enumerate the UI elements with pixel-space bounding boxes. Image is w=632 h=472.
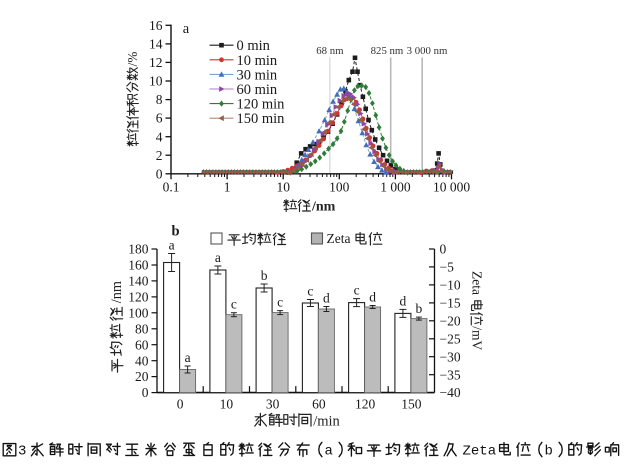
svg-text:a: a <box>325 444 333 460</box>
svg-text:14: 14 <box>149 37 163 52</box>
svg-text:0: 0 <box>177 397 184 412</box>
svg-text:60 min: 60 min <box>237 82 278 98</box>
svg-text:b: b <box>261 268 268 283</box>
svg-text:825 nm: 825 nm <box>371 45 404 57</box>
svg-text:b: b <box>545 444 553 460</box>
svg-text:10: 10 <box>220 397 234 412</box>
svg-text:−30: −30 <box>440 349 461 364</box>
svg-text:120 min: 120 min <box>237 97 286 113</box>
svg-text:a: a <box>183 21 190 37</box>
svg-text:−15: −15 <box>440 296 461 311</box>
svg-text:10 000: 10 000 <box>433 179 470 194</box>
svg-text:−35: −35 <box>440 367 461 382</box>
svg-text:30 min: 30 min <box>237 67 278 83</box>
svg-text:1: 1 <box>224 179 231 194</box>
svg-text:b: b <box>171 224 179 240</box>
svg-text:6: 6 <box>156 111 163 126</box>
svg-text:68 nm: 68 nm <box>316 45 344 57</box>
svg-text:140: 140 <box>128 274 149 289</box>
svg-text:−40: −40 <box>440 385 461 400</box>
svg-text:0: 0 <box>156 166 163 181</box>
svg-text:−25: −25 <box>440 331 461 346</box>
svg-text:Zeta: Zeta <box>463 444 497 460</box>
svg-text:a: a <box>215 250 221 265</box>
svg-text:2: 2 <box>156 148 163 163</box>
svg-text:0: 0 <box>142 385 149 400</box>
svg-text:d: d <box>323 291 330 306</box>
svg-text:−5: −5 <box>440 260 455 275</box>
svg-text:20: 20 <box>135 369 149 384</box>
svg-text:60: 60 <box>312 397 326 412</box>
svg-text:16: 16 <box>149 18 163 33</box>
svg-text:150 min: 150 min <box>237 111 286 127</box>
svg-text:12: 12 <box>149 55 163 70</box>
svg-text:a: a <box>185 350 191 365</box>
svg-text:100: 100 <box>128 305 149 320</box>
svg-text:−20: −20 <box>440 313 461 328</box>
svg-text:100: 100 <box>329 179 350 194</box>
svg-text:180: 180 <box>128 242 149 257</box>
svg-text:10: 10 <box>149 74 163 89</box>
svg-text:0: 0 <box>440 242 447 257</box>
svg-text:/nm: /nm <box>109 281 125 303</box>
svg-text:c: c <box>354 283 360 298</box>
svg-text:3: 3 <box>18 444 26 460</box>
svg-text:120: 120 <box>128 290 149 305</box>
svg-text:60: 60 <box>135 337 149 352</box>
svg-text:d: d <box>400 293 407 308</box>
svg-text:0 min: 0 min <box>237 38 271 54</box>
svg-text:a: a <box>169 238 175 253</box>
svg-text:160: 160 <box>128 258 149 273</box>
svg-text:/min: /min <box>313 414 340 430</box>
svg-text:1 000: 1 000 <box>380 179 411 194</box>
svg-text:0.1: 0.1 <box>163 179 180 194</box>
svg-text:30: 30 <box>266 397 280 412</box>
svg-text:10 min: 10 min <box>237 53 278 69</box>
svg-text:80: 80 <box>135 321 149 336</box>
svg-text:/nm: /nm <box>311 200 336 215</box>
svg-text:b: b <box>416 301 423 316</box>
svg-text:10: 10 <box>276 179 290 194</box>
svg-text:−10: −10 <box>440 278 461 293</box>
svg-text:8: 8 <box>156 92 163 107</box>
svg-text:150: 150 <box>401 397 422 412</box>
svg-text:Zeta: Zeta <box>327 231 351 246</box>
svg-text:c: c <box>231 297 237 312</box>
svg-text:40: 40 <box>135 353 149 368</box>
svg-text:4: 4 <box>156 129 163 144</box>
svg-text:c: c <box>307 284 313 299</box>
svg-text:d: d <box>369 290 376 305</box>
svg-text:c: c <box>277 295 283 310</box>
svg-text:3 000 nm: 3 000 nm <box>407 45 448 57</box>
svg-text:/%: /% <box>125 52 140 67</box>
svg-text:/mV: /mV <box>470 326 485 350</box>
svg-text:120: 120 <box>355 397 376 412</box>
svg-text:Zeta: Zeta <box>470 271 485 295</box>
